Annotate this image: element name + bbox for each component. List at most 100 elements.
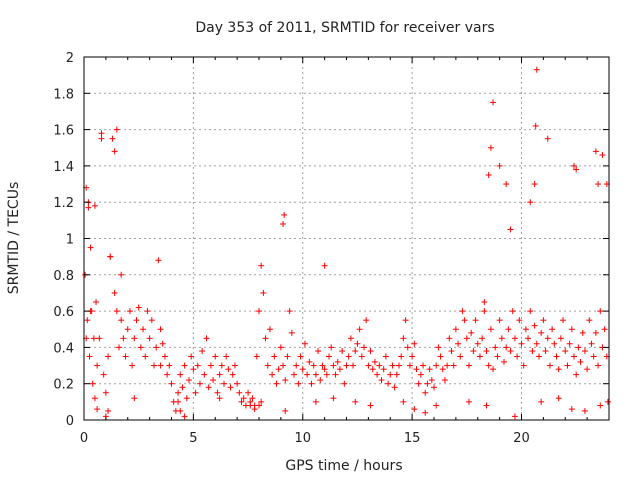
data-point	[417, 371, 424, 378]
data-point	[577, 358, 584, 365]
data-point	[90, 335, 97, 342]
data-point	[490, 99, 497, 106]
data-point	[262, 335, 269, 342]
data-point	[282, 377, 289, 384]
data-point	[166, 362, 173, 369]
data-point	[223, 353, 230, 360]
data-point	[295, 380, 302, 387]
data-point	[186, 377, 192, 384]
y-tick-label: 0.4	[53, 341, 74, 356]
data-point	[148, 317, 155, 324]
data-point	[507, 348, 514, 355]
data-point	[483, 348, 490, 355]
data-point	[269, 371, 276, 378]
data-point	[466, 362, 472, 369]
data-point	[402, 317, 409, 324]
data-point	[111, 289, 118, 296]
data-point	[105, 407, 112, 414]
data-point	[573, 166, 580, 173]
data-point	[281, 211, 288, 218]
data-point	[207, 362, 214, 369]
data-point	[376, 362, 383, 369]
data-point	[588, 340, 595, 347]
data-point	[573, 371, 580, 378]
data-point	[498, 335, 505, 342]
data-point	[367, 402, 374, 409]
data-point	[503, 344, 510, 351]
data-point	[113, 126, 120, 133]
data-point	[511, 413, 518, 420]
data-point	[422, 389, 429, 396]
data-point	[221, 380, 227, 387]
data-point	[487, 144, 494, 151]
data-point	[341, 380, 348, 387]
data-point	[137, 344, 144, 351]
data-point	[595, 181, 602, 188]
data-point	[599, 152, 606, 159]
data-point	[468, 329, 475, 336]
data-point	[400, 398, 407, 405]
data-point	[93, 299, 100, 306]
data-point	[328, 344, 335, 351]
data-point	[175, 398, 182, 405]
data-point	[96, 335, 103, 342]
data-point	[105, 353, 112, 360]
data-point	[271, 353, 278, 360]
data-point	[86, 353, 93, 360]
data-point	[326, 353, 332, 360]
data-point	[398, 353, 405, 360]
data-point	[293, 362, 300, 369]
data-point	[168, 380, 175, 387]
data-point	[387, 371, 394, 378]
data-point	[533, 66, 540, 73]
data-point	[129, 362, 136, 369]
data-point	[597, 308, 604, 315]
data-point	[553, 353, 560, 360]
data-point	[164, 371, 171, 378]
data-point	[461, 317, 468, 324]
data-point	[415, 380, 422, 387]
data-point	[183, 395, 190, 402]
data-point	[109, 135, 116, 142]
data-point	[566, 340, 573, 347]
data-point	[356, 326, 363, 333]
data-point	[481, 308, 488, 315]
data-point	[214, 389, 221, 396]
data-point	[218, 362, 225, 369]
data-point	[201, 371, 208, 378]
data-point	[424, 380, 431, 387]
data-point	[571, 353, 577, 360]
data-point	[518, 340, 525, 347]
data-point	[396, 362, 402, 369]
data-point	[334, 358, 341, 365]
data-point	[479, 335, 486, 342]
data-point	[531, 322, 538, 329]
data-point	[91, 395, 98, 402]
data-point	[369, 366, 376, 373]
data-point	[503, 181, 510, 188]
data-point	[236, 389, 243, 396]
data-point	[231, 362, 238, 369]
data-point	[542, 348, 549, 355]
data-point	[538, 329, 545, 336]
data-point	[282, 407, 289, 414]
tick-labels: 0 5 10 15 20 0 0.2 0.4 0.6 0.8 1 1.2 1.4 1.6 1.8 2	[53, 51, 529, 446]
data-point	[89, 380, 96, 387]
y-tick-label: 1.8	[53, 87, 74, 102]
data-point	[555, 395, 562, 402]
data-point	[452, 326, 459, 333]
y-tick-label: 0.8	[53, 269, 74, 284]
data-point	[258, 262, 265, 269]
data-point	[345, 353, 352, 360]
data-point	[459, 308, 466, 315]
data-point	[258, 398, 265, 405]
data-point	[203, 335, 210, 342]
data-point	[312, 398, 319, 405]
data-point	[448, 348, 455, 355]
x-tick-label: 20	[513, 431, 530, 446]
data-point	[131, 335, 138, 342]
data-point	[301, 340, 308, 347]
y-tick-label: 0	[66, 414, 74, 429]
data-point	[124, 326, 131, 333]
data-point	[431, 384, 437, 391]
